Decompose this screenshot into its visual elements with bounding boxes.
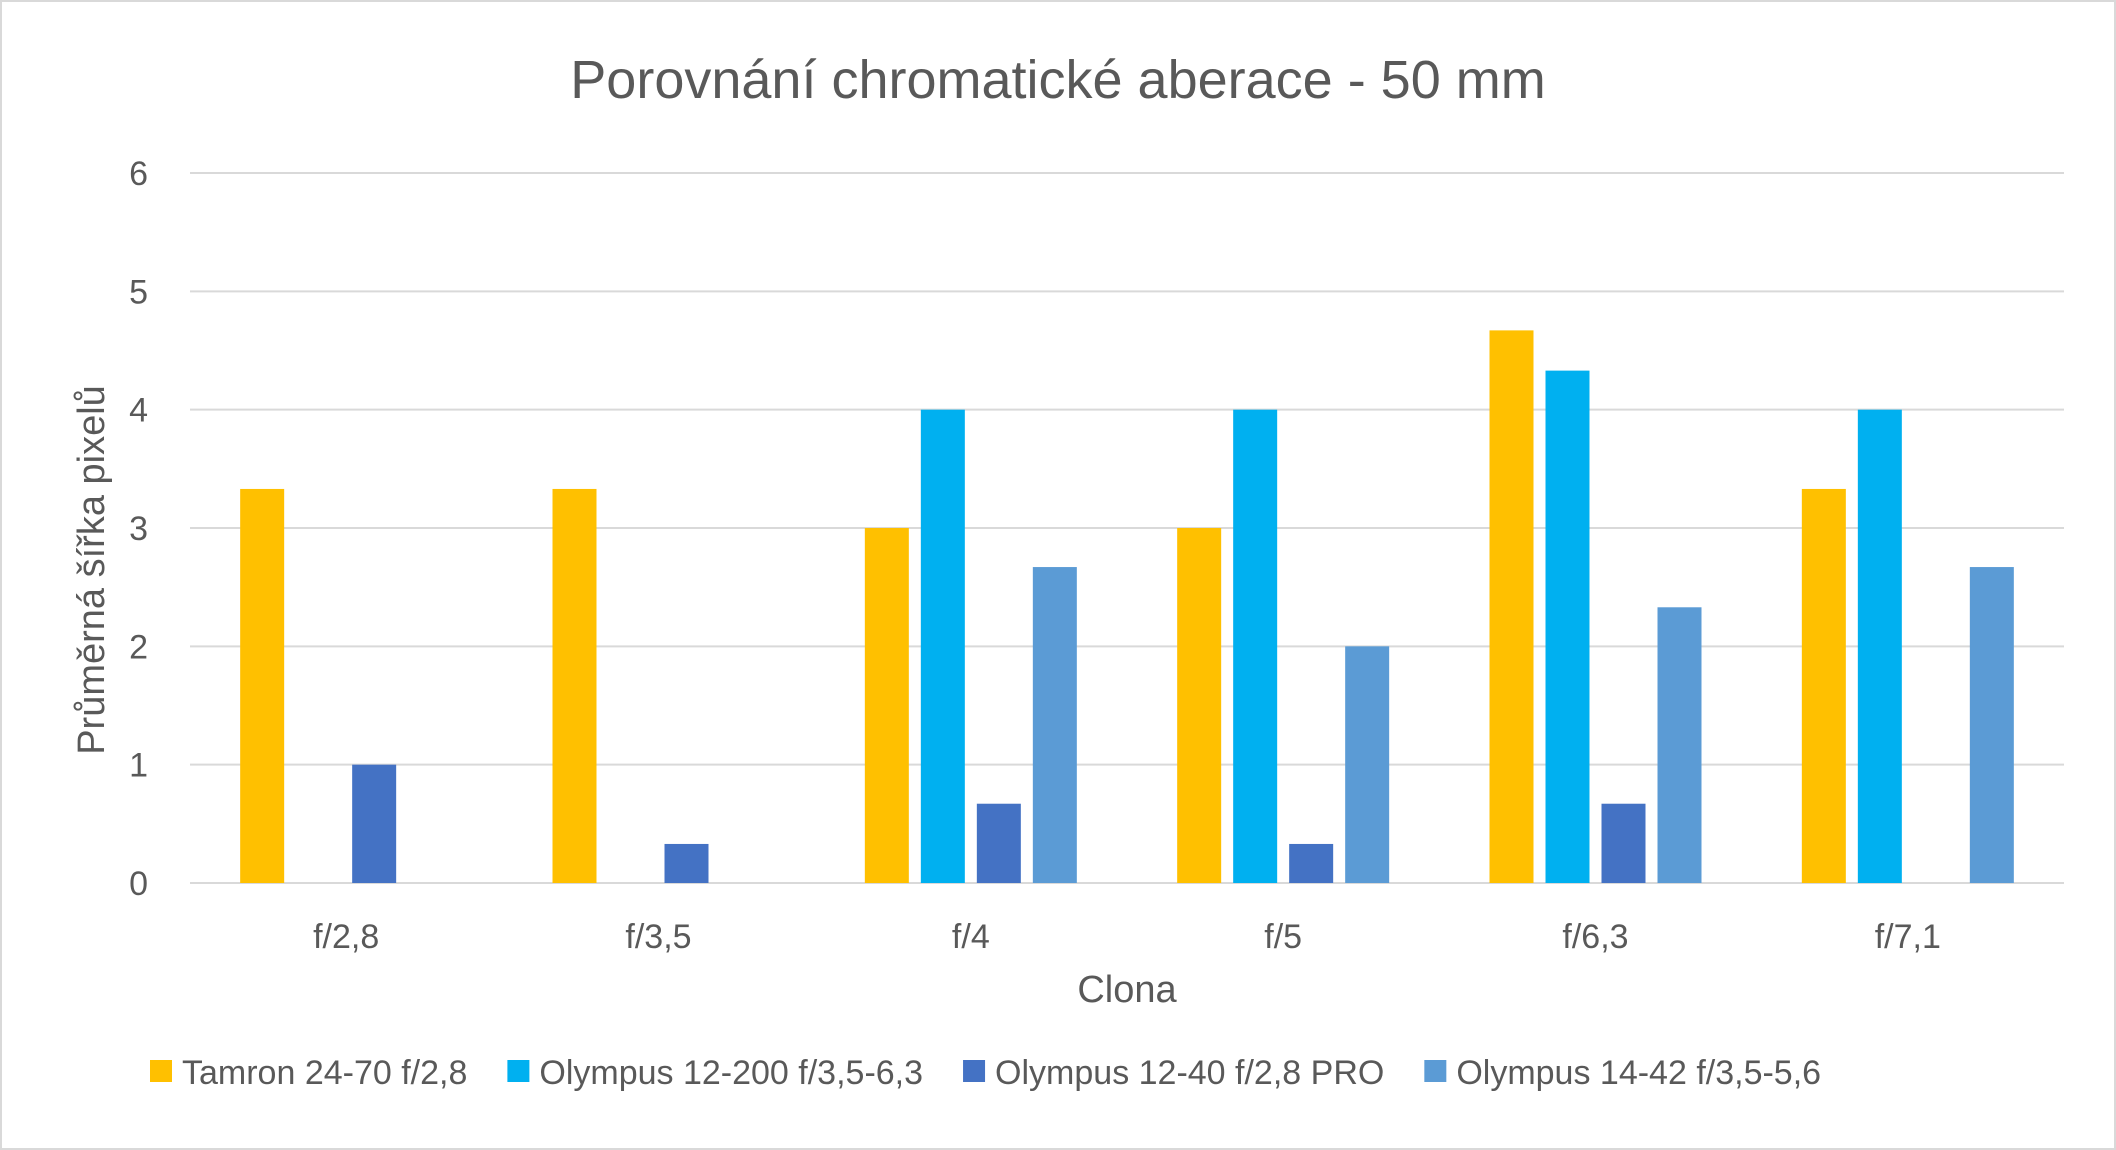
bar bbox=[1969, 567, 2014, 883]
x-tick-label: f/4 bbox=[952, 918, 990, 956]
bar bbox=[1032, 567, 1077, 883]
y-tick-label: 0 bbox=[129, 865, 148, 903]
x-tick-label: f/7,1 bbox=[1875, 918, 1941, 956]
bars bbox=[240, 330, 2014, 884]
bar bbox=[1801, 488, 1846, 883]
bar bbox=[1489, 330, 1534, 884]
y-tick-label: 5 bbox=[129, 273, 148, 311]
y-tick-label: 1 bbox=[129, 747, 148, 785]
x-tick-label: f/5 bbox=[1264, 918, 1302, 956]
bar bbox=[1857, 409, 1902, 883]
legend-label: Olympus 12-40 f/2,8 PRO bbox=[995, 1054, 1384, 1092]
x-tick-label: f/6,3 bbox=[1562, 918, 1628, 956]
y-tick-label: 2 bbox=[129, 628, 148, 666]
bar bbox=[1289, 843, 1334, 883]
legend-swatch bbox=[963, 1060, 986, 1082]
y-axis-title: Průměrná šířka pixelů bbox=[71, 385, 113, 755]
legend-swatch bbox=[1424, 1060, 1447, 1082]
legend-label: Olympus 14-42 f/3,5-5,6 bbox=[1456, 1054, 1821, 1092]
chart-title: Porovnání chromatické aberace - 50 mm bbox=[570, 50, 1545, 110]
legend-label: Olympus 12-200 f/3,5-6,3 bbox=[539, 1054, 923, 1092]
legend-label: Tamron 24-70 f/2,8 bbox=[182, 1054, 467, 1092]
y-tick-label: 6 bbox=[129, 155, 148, 193]
y-tick-label: 3 bbox=[129, 510, 148, 548]
bar bbox=[976, 803, 1021, 883]
x-tick-label: f/3,5 bbox=[625, 918, 691, 956]
legend: Tamron 24-70 f/2,8 Olympus 12-200 f/3,5-6… bbox=[150, 1054, 1821, 1092]
x-tick-label: f/2,8 bbox=[313, 918, 379, 956]
y-axis-ticks: 0 1 2 3 4 5 6 bbox=[129, 155, 148, 903]
bar bbox=[864, 528, 909, 883]
bar bbox=[664, 843, 709, 883]
x-axis-ticks: f/2,8 f/3,5 f/4 f/5 f/6,3 f/7,1 bbox=[313, 918, 1941, 956]
bar bbox=[1545, 370, 1590, 883]
bar bbox=[1177, 528, 1222, 883]
legend-swatch bbox=[507, 1060, 530, 1082]
bar bbox=[240, 488, 285, 883]
x-axis-title: Clona bbox=[1077, 969, 1177, 1011]
bar bbox=[552, 488, 597, 883]
y-tick-label: 4 bbox=[129, 392, 148, 430]
bar bbox=[1233, 409, 1278, 883]
bar bbox=[352, 764, 397, 883]
gridlines bbox=[190, 172, 2064, 884]
bar bbox=[1657, 607, 1702, 883]
bar bbox=[920, 409, 965, 883]
legend-swatch bbox=[150, 1060, 172, 1082]
bar bbox=[1345, 646, 1390, 883]
bar bbox=[1601, 803, 1646, 883]
